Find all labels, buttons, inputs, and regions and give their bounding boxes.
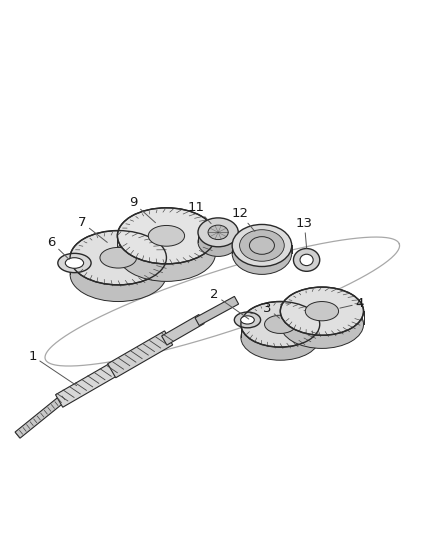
Ellipse shape (117, 225, 215, 281)
Polygon shape (195, 296, 239, 326)
Ellipse shape (240, 316, 254, 324)
Ellipse shape (241, 302, 320, 347)
Ellipse shape (70, 231, 166, 285)
Ellipse shape (70, 247, 166, 302)
Polygon shape (15, 395, 66, 438)
Ellipse shape (280, 287, 364, 335)
Text: 13: 13 (296, 217, 313, 248)
Text: 1: 1 (28, 350, 77, 386)
Ellipse shape (198, 228, 238, 256)
Text: 12: 12 (232, 207, 255, 231)
Ellipse shape (305, 302, 339, 321)
Ellipse shape (117, 208, 215, 264)
Ellipse shape (148, 225, 184, 246)
Ellipse shape (280, 300, 364, 349)
Polygon shape (162, 314, 204, 345)
Text: 11: 11 (188, 201, 211, 223)
Ellipse shape (198, 218, 238, 247)
Text: 4: 4 (340, 297, 364, 310)
Text: 3: 3 (263, 302, 279, 318)
Ellipse shape (65, 257, 84, 268)
Ellipse shape (234, 312, 261, 328)
Ellipse shape (58, 253, 91, 273)
Ellipse shape (232, 232, 292, 274)
Ellipse shape (265, 315, 296, 334)
Ellipse shape (300, 254, 313, 265)
Ellipse shape (293, 248, 320, 271)
Text: 6: 6 (47, 236, 69, 260)
Polygon shape (108, 331, 173, 378)
Ellipse shape (100, 247, 137, 268)
Text: 9: 9 (129, 197, 155, 223)
Polygon shape (56, 362, 120, 407)
Text: 2: 2 (210, 288, 249, 319)
Ellipse shape (249, 237, 275, 254)
Text: 7: 7 (78, 216, 107, 243)
Ellipse shape (240, 230, 284, 261)
Ellipse shape (241, 314, 320, 360)
Ellipse shape (208, 225, 228, 239)
Ellipse shape (232, 224, 292, 266)
